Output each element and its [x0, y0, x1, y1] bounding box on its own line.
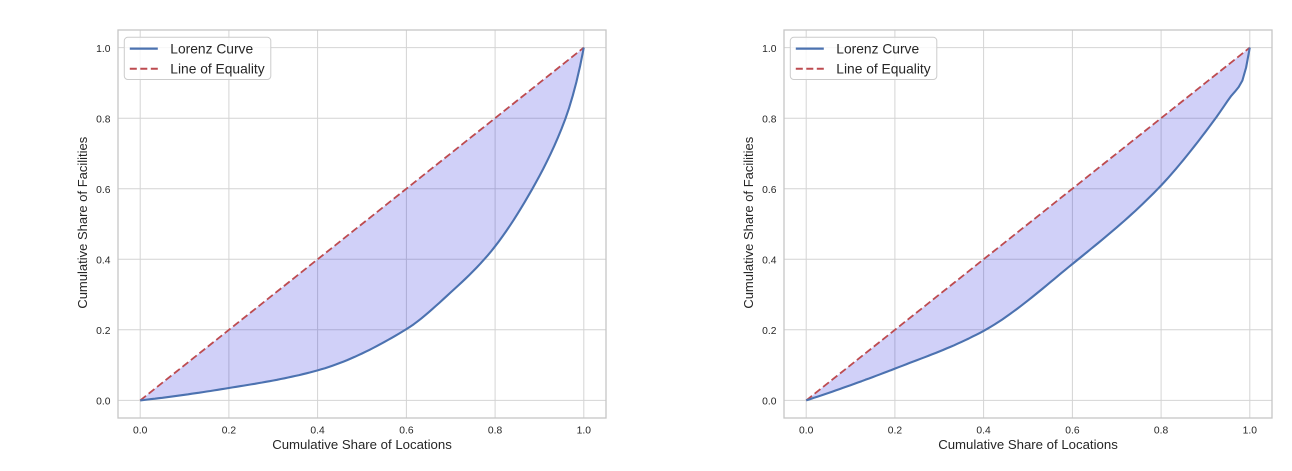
- svg-text:0.0: 0.0: [133, 425, 148, 436]
- svg-text:0.4: 0.4: [762, 256, 777, 267]
- svg-text:0.2: 0.2: [222, 425, 237, 436]
- svg-text:0.6: 0.6: [96, 185, 111, 196]
- svg-text:0.8: 0.8: [1154, 425, 1169, 436]
- svg-text:0.8: 0.8: [96, 115, 111, 126]
- svg-text:Line of Equality: Line of Equality: [170, 62, 264, 77]
- svg-text:0.4: 0.4: [976, 425, 991, 436]
- svg-text:0.6: 0.6: [1065, 425, 1080, 436]
- svg-text:Lorenz Curve: Lorenz Curve: [836, 41, 919, 56]
- svg-text:1.0: 1.0: [1243, 425, 1258, 436]
- svg-text:0.8: 0.8: [488, 425, 503, 436]
- svg-text:0.2: 0.2: [762, 326, 777, 337]
- svg-text:Cumulative Share of Facilities: Cumulative Share of Facilities: [75, 136, 90, 308]
- svg-text:1.0: 1.0: [577, 425, 592, 436]
- svg-text:0.8: 0.8: [762, 115, 777, 126]
- svg-text:0.2: 0.2: [96, 326, 111, 337]
- svg-text:0.4: 0.4: [96, 256, 111, 267]
- svg-text:0.0: 0.0: [799, 425, 814, 436]
- svg-text:Cumulative Share of Facilities: Cumulative Share of Facilities: [741, 136, 756, 308]
- svg-text:0.2: 0.2: [888, 425, 903, 436]
- svg-text:0.4: 0.4: [310, 425, 325, 436]
- svg-text:0.0: 0.0: [96, 397, 111, 408]
- svg-text:1.0: 1.0: [96, 44, 111, 55]
- svg-text:1.0: 1.0: [762, 44, 777, 55]
- svg-text:0.6: 0.6: [762, 185, 777, 196]
- svg-text:0.6: 0.6: [399, 425, 414, 436]
- svg-text:Line of Equality: Line of Equality: [836, 62, 930, 77]
- svg-text:0.0: 0.0: [762, 397, 777, 408]
- svg-text:Cumulative Share of Locations: Cumulative Share of Locations: [272, 437, 452, 452]
- svg-text:Lorenz Curve: Lorenz Curve: [170, 41, 253, 56]
- svg-text:Cumulative Share of Locations: Cumulative Share of Locations: [938, 437, 1118, 452]
